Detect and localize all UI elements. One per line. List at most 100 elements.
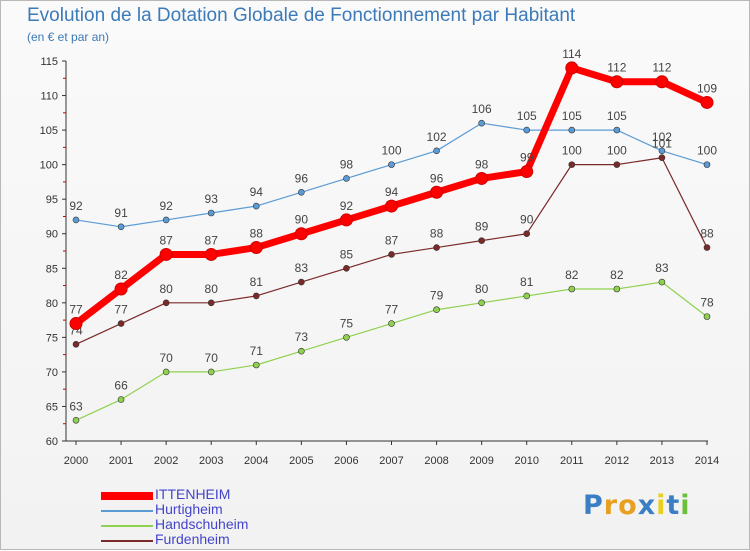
data-label: 82 (565, 268, 579, 282)
data-point (72, 416, 80, 424)
data-label: 112 (607, 61, 626, 75)
data-point (249, 241, 263, 255)
data-label: 96 (430, 171, 444, 185)
y-tick-label: 65 (46, 401, 58, 413)
data-label: 85 (340, 247, 354, 261)
data-point (207, 209, 215, 217)
data-point (613, 161, 621, 168)
data-point (117, 396, 125, 403)
y-tick-label: 95 (46, 194, 58, 206)
data-point (658, 278, 666, 286)
data-label: 100 (697, 144, 717, 158)
legend-label: Handschuheim (155, 516, 249, 532)
data-label: 77 (385, 303, 399, 317)
data-label: 105 (562, 109, 582, 123)
data-point (703, 244, 711, 251)
legend-swatch (101, 540, 153, 542)
data-label: 90 (520, 213, 534, 227)
data-point (658, 147, 666, 155)
data-label: 100 (562, 144, 582, 158)
data-point (388, 161, 395, 168)
data-point (117, 223, 125, 231)
data-label: 77 (114, 303, 128, 317)
data-point (339, 213, 353, 227)
chart-subtitle: (en € et par an) (27, 30, 110, 44)
data-label: 81 (520, 275, 534, 289)
data-label: 106 (472, 102, 492, 116)
data-label: 99 (520, 151, 534, 165)
x-tick-label: 2001 (109, 455, 133, 467)
data-label: 77 (69, 303, 83, 317)
data-point (114, 282, 128, 296)
data-point (388, 251, 395, 258)
data-label: 88 (250, 227, 264, 241)
data-label: 81 (250, 275, 264, 289)
data-label: 94 (250, 185, 264, 199)
logo-letter: r (603, 490, 619, 521)
data-label: 87 (159, 233, 173, 247)
data-label: 105 (517, 109, 537, 123)
data-point (162, 368, 170, 376)
data-label: 70 (159, 351, 173, 365)
data-label: 83 (295, 261, 309, 275)
x-tick-label: 2004 (244, 455, 268, 467)
chart-title: Evolution de la Dotation Globale de Fonc… (27, 5, 576, 26)
data-label: 94 (385, 185, 399, 199)
data-label: 63 (69, 399, 83, 413)
x-tick-label: 2000 (64, 455, 88, 467)
logo-letter: P (583, 490, 604, 521)
x-tick-label: 2007 (379, 455, 403, 467)
x-tick-label: 2012 (605, 455, 629, 467)
data-point (72, 340, 80, 348)
y-tick-label: 80 (46, 298, 58, 310)
y-tick-label: 105 (40, 125, 58, 137)
y-tick-label: 85 (46, 263, 58, 275)
x-tick-label: 2014 (695, 455, 719, 467)
data-label: 87 (385, 233, 399, 247)
data-point (565, 61, 579, 75)
legend-label: ITTENHEIM (155, 486, 231, 502)
data-point (298, 188, 305, 196)
data-label: 105 (607, 109, 627, 123)
data-label: 80 (159, 282, 173, 296)
data-point (520, 165, 534, 179)
data-point (523, 126, 531, 134)
x-tick-label: 2011 (560, 455, 584, 467)
data-point (433, 244, 440, 251)
legend-label: Hurtigheim (155, 501, 223, 517)
data-label: 66 (114, 379, 128, 393)
x-tick-label: 2013 (650, 455, 674, 467)
data-point (72, 216, 80, 224)
data-label: 71 (250, 344, 264, 358)
data-point (252, 361, 260, 369)
legend-swatch (101, 510, 153, 512)
data-label: 89 (475, 220, 489, 234)
legend-swatch (101, 492, 153, 500)
data-point (478, 299, 485, 307)
x-tick-label: 2008 (424, 455, 448, 467)
y-tick-label: 100 (40, 160, 58, 172)
logo-letter: t (666, 490, 681, 521)
data-point (294, 227, 308, 241)
data-point (523, 230, 531, 238)
data-point (159, 247, 173, 261)
data-label: 90 (295, 213, 309, 227)
y-tick-label: 110 (40, 91, 58, 103)
data-point (703, 161, 711, 168)
data-label: 80 (205, 282, 219, 296)
data-point (478, 237, 485, 244)
x-tick-label: 2002 (154, 455, 178, 467)
data-point (568, 126, 576, 134)
y-tick-label: 60 (46, 436, 58, 448)
data-point (475, 171, 489, 185)
data-point (478, 119, 485, 127)
logo-letter: o (618, 490, 638, 521)
data-label: 75 (340, 316, 354, 330)
x-tick-label: 2006 (334, 455, 358, 467)
data-label: 100 (607, 144, 627, 158)
data-label: 102 (427, 130, 447, 144)
data-point (655, 75, 669, 89)
data-label: 109 (697, 81, 717, 95)
